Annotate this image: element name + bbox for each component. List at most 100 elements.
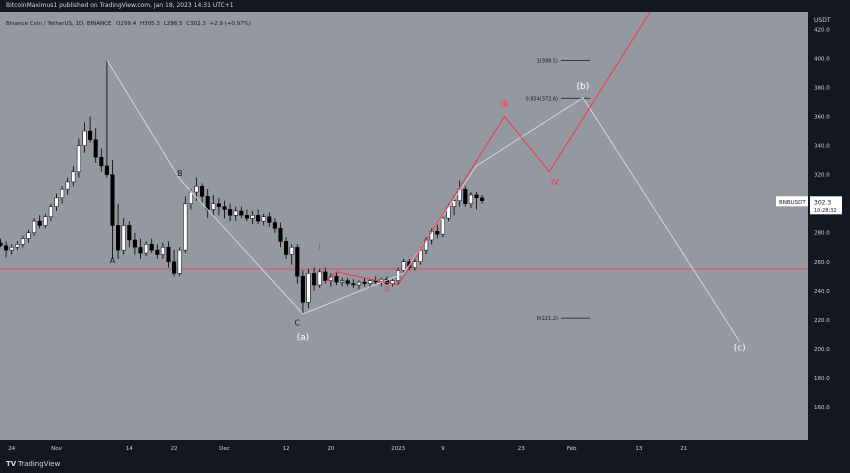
candle-body — [312, 273, 317, 286]
wave-label-white: B — [177, 169, 183, 178]
wave-label-white: C — [295, 319, 301, 328]
candle-body — [200, 185, 205, 197]
candle-body — [356, 281, 361, 286]
candle-body — [440, 217, 445, 235]
price-tick-label: 380.0 — [814, 86, 830, 92]
wave-label-red: II — [385, 285, 390, 294]
axis-labels: 420.0400.0380.0360.0340.0320.0300.0280.0… — [8, 27, 830, 452]
candle-body — [435, 231, 440, 235]
candle-body — [88, 130, 93, 141]
candle-body — [345, 280, 350, 284]
candle-body — [267, 216, 272, 223]
candle-body — [160, 246, 165, 255]
time-tick-label: 20 — [327, 446, 334, 452]
publish-bar: BitcoinMaximus1 published on TradingView… — [0, 0, 850, 12]
candle-body — [127, 225, 132, 241]
legend-change: +2.9 (+0.97%) — [210, 21, 251, 27]
time-tick-label: 12 — [283, 446, 290, 452]
candle-body — [368, 280, 373, 284]
candle-body — [20, 238, 25, 245]
wave-labels: ABC(a)(b)(c)IIIIIIIVV — [110, 82, 746, 353]
candle-body — [295, 246, 300, 277]
price-tick-label: 160.0 — [814, 405, 830, 411]
publish-text: BitcoinMaximus1 published on TradingView… — [6, 2, 234, 9]
candle-body — [138, 246, 143, 254]
time-tick-label: 14 — [126, 446, 133, 452]
candle-body — [4, 245, 9, 251]
wave-label-white: (a) — [297, 333, 310, 343]
candle-body — [177, 249, 182, 274]
price-tick-label: 340.0 — [814, 144, 830, 150]
candle-body — [244, 215, 249, 219]
legend-l-label: L — [164, 21, 168, 27]
candle-body — [216, 203, 221, 207]
candle-body — [317, 271, 322, 286]
candle-body — [351, 283, 356, 286]
price-tick-label: 200.0 — [814, 347, 830, 353]
candle-body — [166, 246, 171, 263]
fib-label: 0(221.2) — [537, 316, 558, 322]
legend-h: 305.3 — [144, 21, 160, 27]
time-tick-label: 22 — [171, 446, 178, 452]
candle-body — [60, 188, 65, 199]
candle-body — [457, 188, 462, 202]
price-axis[interactable] — [808, 12, 850, 440]
candle-body — [222, 206, 227, 210]
price-tick-label: 360.0 — [814, 115, 830, 121]
candle-body — [284, 241, 289, 255]
candle-body — [76, 145, 81, 172]
candle-body — [452, 200, 457, 207]
time-tick-label: Nov — [51, 446, 62, 452]
candle-body — [334, 276, 339, 283]
chart-pane[interactable] — [0, 12, 808, 440]
candle-body — [99, 156, 104, 167]
candle-body — [272, 222, 277, 229]
wave-label-red: IV — [551, 178, 559, 187]
svg-text:Binance Coin / TetherUS, 1D, B: Binance Coin / TetherUS, 1D, BINANCE O29… — [6, 21, 251, 27]
time-tick-label: 2023 — [391, 446, 405, 452]
candle-body — [121, 225, 126, 251]
candle-body — [205, 196, 210, 210]
candle-body — [144, 244, 149, 254]
candle-body — [250, 215, 255, 219]
symbol-tag — [776, 196, 808, 207]
legend-o-label: O — [116, 21, 121, 27]
price-tick-label: 280.0 — [814, 231, 830, 237]
candle-body — [93, 139, 98, 158]
candle-body — [188, 191, 193, 204]
candle-body — [480, 197, 485, 202]
legend-c: 302.3 — [190, 21, 206, 27]
time-axis[interactable] — [0, 440, 808, 456]
time-tick-label: Feb — [567, 446, 577, 452]
wave-label-red: III — [501, 99, 508, 108]
candle-body — [155, 249, 160, 255]
candle-body — [211, 203, 216, 210]
candle-body — [9, 246, 14, 251]
candles — [0, 59, 485, 315]
footer-bar: TV TradingView — [0, 455, 850, 473]
fib-label: 1(398.5) — [537, 59, 558, 65]
symbol-tag-text: BNBUSDT — [779, 200, 806, 206]
candle-body — [194, 185, 199, 193]
time-tick-label: 23 — [518, 446, 525, 452]
tradingview-logo-icon: TV — [6, 460, 17, 468]
candle-body — [401, 261, 406, 271]
wave-red-line — [324, 12, 651, 286]
candle-body — [233, 210, 238, 216]
candle-body — [110, 174, 115, 226]
candle-body — [289, 246, 294, 255]
price-tick-label: 180.0 — [814, 376, 830, 382]
wave-label-white: A — [110, 256, 116, 265]
time-tick-label: 21 — [680, 446, 687, 452]
time-tick-label: 13 — [635, 446, 642, 452]
candle-body — [32, 220, 37, 233]
candle-body — [15, 244, 20, 248]
price-tick-label: 260.0 — [814, 260, 830, 266]
candle-body — [48, 206, 53, 217]
price-chart[interactable]: 1(398.5) 0.854(372.6) 0(221.2) A B C (a) (b) (c… — [0, 12, 850, 473]
candle-body — [183, 203, 188, 251]
legend-o: 299.4 — [121, 21, 137, 27]
candle-body — [239, 210, 244, 216]
candle-body — [412, 261, 417, 268]
candle-body — [0, 242, 3, 247]
